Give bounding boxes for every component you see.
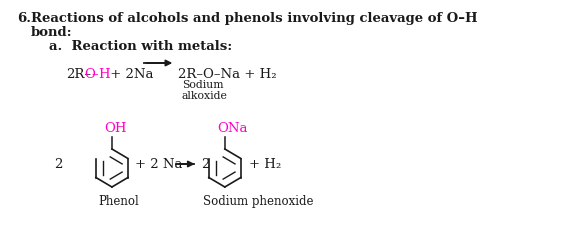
Text: OH: OH [104,122,126,135]
Text: Sodium phenoxide: Sodium phenoxide [203,195,314,208]
Text: bond:: bond: [31,26,73,39]
Text: + 2 Na: + 2 Na [135,158,183,171]
Text: Sodium: Sodium [182,80,223,90]
Text: –: – [92,68,98,81]
Text: alkoxide: alkoxide [182,91,228,101]
Text: + H₂: + H₂ [249,158,282,171]
Text: 2R–O–Na + H₂: 2R–O–Na + H₂ [178,68,277,81]
Text: Reactions of alcohols and phenols involving cleavage of O–H: Reactions of alcohols and phenols involv… [31,12,478,25]
Text: 2: 2 [55,158,63,171]
Text: 2R–: 2R– [66,68,91,81]
Text: a.  Reaction with metals:: a. Reaction with metals: [49,40,232,53]
Text: O: O [85,68,95,81]
Text: H: H [98,68,110,81]
Text: ONa: ONa [217,122,248,135]
Text: Phenol: Phenol [98,195,139,208]
Text: + 2Na: + 2Na [106,68,153,81]
Text: 6.: 6. [18,12,32,25]
Text: 2: 2 [202,158,210,171]
